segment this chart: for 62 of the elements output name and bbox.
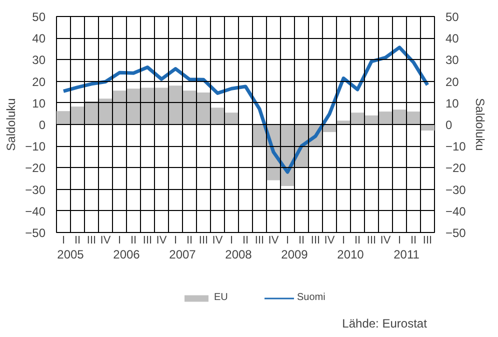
x-tick-label: III	[86, 234, 96, 246]
y-axis-title: Saldoluku	[4, 98, 18, 151]
y-tick-label: −50	[25, 226, 46, 240]
legend-label: Suomi	[297, 292, 326, 303]
x-tick-label: I	[398, 234, 402, 246]
x-tick-label: II	[186, 234, 193, 246]
y-tick-label: −40	[25, 204, 46, 218]
text: 2005	[57, 248, 84, 262]
x-tick-label: I	[342, 234, 346, 246]
x-tick-label: III	[366, 234, 376, 246]
x-tick-label: III	[310, 234, 320, 246]
text: 2007	[169, 248, 196, 262]
x-tick-label: IV	[156, 234, 168, 246]
x-tick-label: II	[74, 234, 81, 246]
y-tick-label: 20	[32, 74, 46, 89]
y2-tick-label: −20	[446, 161, 466, 176]
y2-tick-label: −10	[446, 140, 466, 154]
y-tick-label: 40	[32, 32, 46, 46]
text: 2010	[337, 248, 364, 262]
x-tick-label: III	[254, 234, 264, 246]
y-tick-label: −20	[25, 161, 46, 176]
x-tick-label: I	[62, 234, 66, 246]
x-tick-label: I	[230, 234, 234, 246]
x-tick-label: III	[422, 234, 432, 246]
x-tick-label: I	[174, 234, 178, 246]
x-tick-label: III	[142, 234, 152, 246]
x-tick-label: II	[410, 234, 417, 246]
y2-tick-label: −50	[446, 226, 466, 240]
y2-tick-label: 40	[446, 32, 460, 46]
x-tick-label: III	[198, 234, 208, 246]
x-tick-label: IV	[212, 234, 224, 246]
y-tick-label: 50	[32, 10, 46, 24]
x-tick-label: II	[130, 234, 137, 246]
y-tick-label: 10	[32, 96, 46, 110]
x-tick-label: II	[354, 234, 361, 246]
y-tick-label: −10	[25, 140, 46, 154]
y-tick-label: 0	[38, 118, 46, 132]
y-tick-label: −30	[25, 182, 46, 197]
line-series	[62, 46, 430, 174]
x-tick-label: I	[286, 234, 290, 246]
text: 2008	[225, 248, 252, 262]
x-tick-label: II	[298, 234, 305, 246]
y2-tick-label: 10	[446, 96, 460, 110]
text: Lähde: Eurostat	[342, 316, 428, 330]
text: 2011	[394, 248, 420, 262]
x-tick-label: IV	[100, 234, 112, 246]
y2-tick-label: 30	[446, 53, 460, 68]
y2-tick-label: 50	[446, 10, 460, 24]
legend-label: EU	[214, 292, 229, 303]
y2-tick-label: 20	[446, 74, 460, 89]
x-tick-label: IV	[324, 234, 336, 246]
y2-tick-label: −40	[446, 204, 466, 218]
text: 2009	[281, 248, 308, 262]
x-tick-label: IV	[268, 234, 280, 246]
x-tick-label: IV	[380, 234, 392, 246]
text: 2006	[113, 248, 140, 262]
x-tick-label: II	[242, 234, 249, 246]
y2-tick-label: 0	[446, 118, 452, 132]
y-tick-label: 30	[32, 53, 46, 68]
y2-axis-title: Saldoluku	[472, 98, 487, 151]
x-tick-label: I	[118, 234, 122, 246]
y2-tick-label: −30	[446, 182, 466, 197]
